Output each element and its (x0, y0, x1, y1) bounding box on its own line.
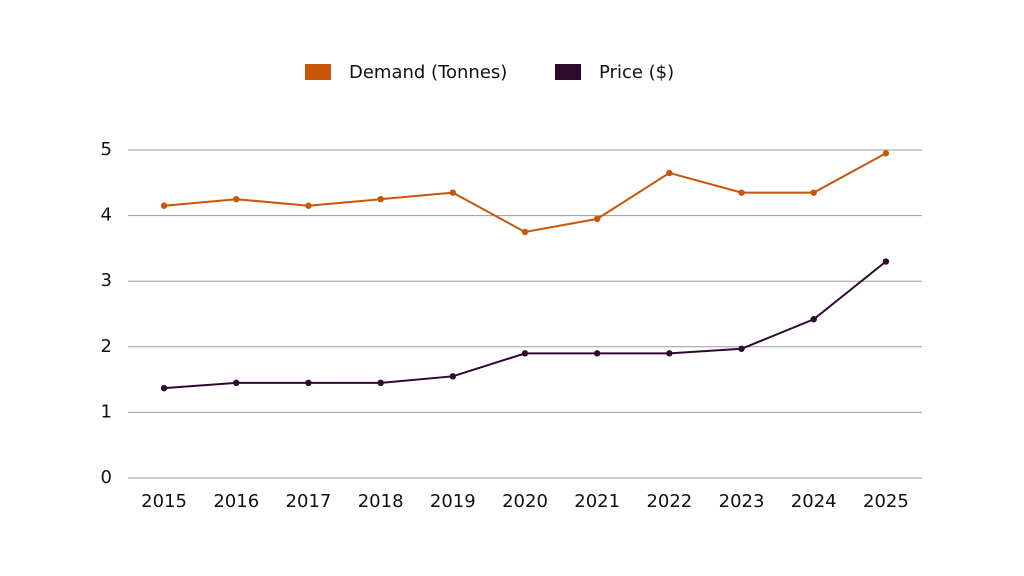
data-point (377, 196, 384, 203)
data-point (233, 196, 240, 203)
x-tick-label: 2020 (502, 491, 548, 512)
series-line (164, 152, 887, 234)
x-tick-label: 2016 (213, 491, 259, 512)
legend-swatch (305, 64, 331, 80)
x-tick-label: 2022 (646, 491, 692, 512)
data-point (377, 379, 384, 387)
data-point (882, 150, 890, 157)
data-point (810, 316, 817, 323)
x-tick-label: 2019 (430, 491, 476, 512)
data-point (738, 189, 745, 196)
x-tick-label: 2023 (719, 491, 765, 512)
y-tick-label: 2 (101, 336, 112, 357)
x-tick-label: 2024 (791, 491, 837, 512)
x-tick-label: 2018 (358, 491, 404, 512)
x-tick-label: 2015 (141, 491, 187, 512)
data-point (738, 345, 745, 352)
legend-label: Demand (Tonnes) (349, 62, 507, 83)
x-tick-label: 2017 (286, 491, 332, 512)
y-tick-label: 1 (101, 401, 112, 422)
data-point (882, 258, 890, 265)
y-tick-label: 0 (101, 467, 112, 488)
data-point (305, 379, 312, 387)
y-tick-label: 3 (101, 270, 112, 291)
data-point (305, 202, 312, 209)
data-point (521, 228, 529, 236)
x-tick-label: 2025 (863, 491, 909, 512)
data-point (160, 202, 168, 209)
data-point (666, 169, 673, 177)
data-point (160, 384, 168, 392)
y-tick-label: 4 (101, 205, 112, 226)
data-point (449, 373, 457, 380)
data-point (593, 215, 601, 223)
y-tick-label: 5 (101, 139, 112, 160)
x-tick-label: 2021 (574, 491, 620, 512)
legend-label: Price ($) (599, 62, 674, 83)
data-point (810, 189, 817, 196)
legend-swatch (555, 64, 581, 80)
data-point (593, 350, 601, 357)
data-point (521, 350, 529, 357)
data-point (666, 350, 673, 357)
series-line (164, 260, 887, 390)
data-point (449, 189, 457, 196)
data-point (233, 379, 240, 387)
